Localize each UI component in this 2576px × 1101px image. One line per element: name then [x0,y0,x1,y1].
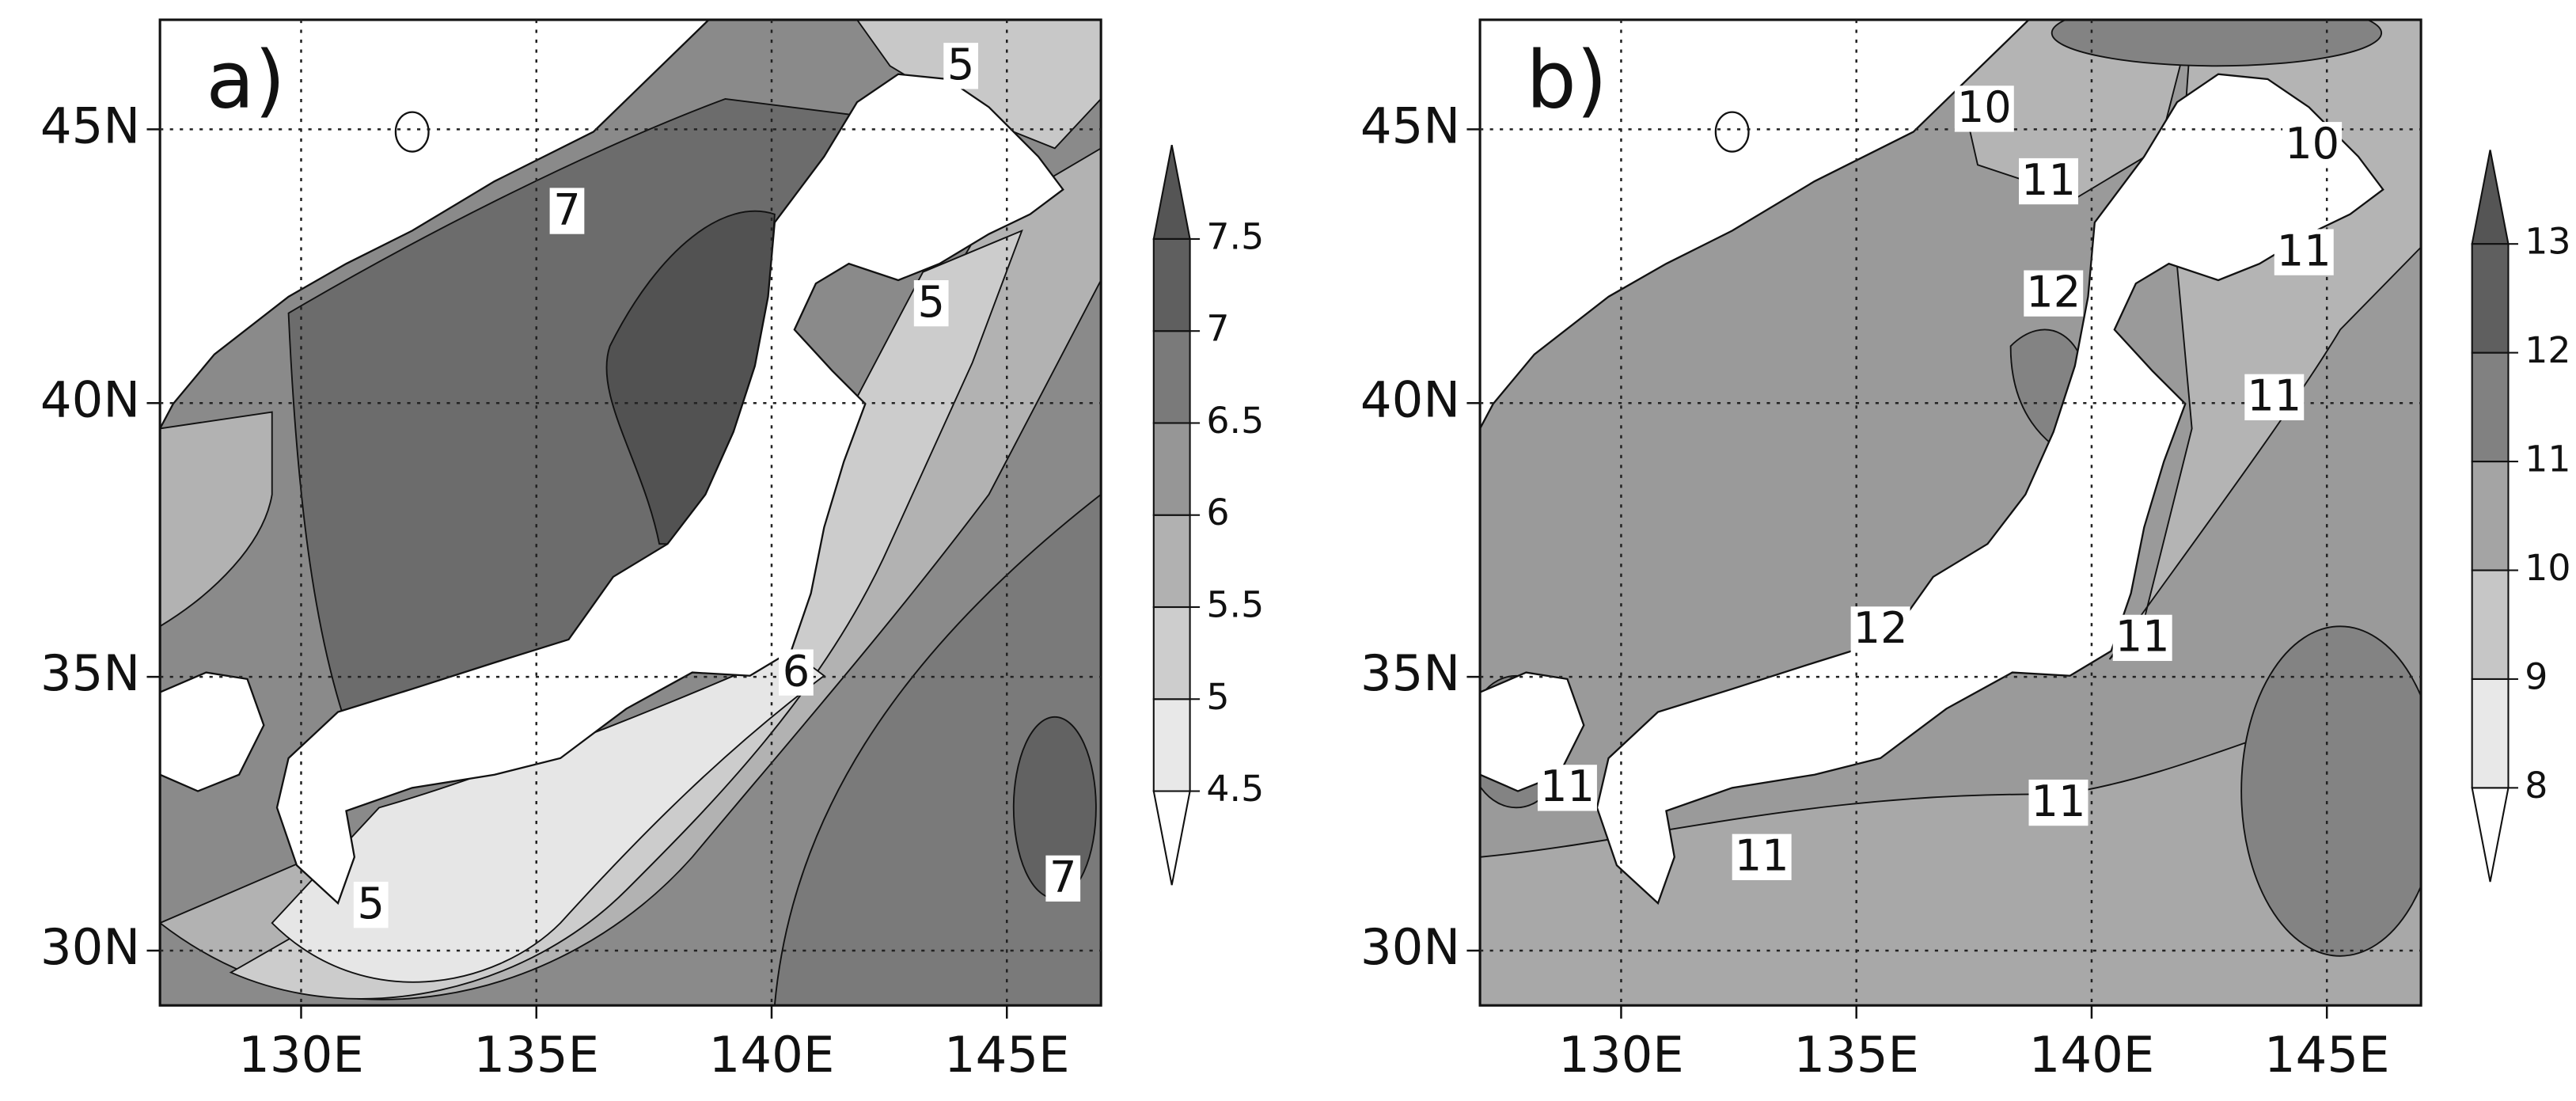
contour-label-box [2024,270,2084,317]
contour-label-box [2019,158,2078,205]
lat-tick-label: 30N [1360,918,1460,976]
contour-label: 11 [1540,761,1595,811]
colorbar-box [2471,461,2510,571]
lat-tick-label: 30N [40,918,140,976]
frame [1478,18,2422,1007]
contour-label: 7 [553,184,580,234]
lon-tick-label: 145E [944,1026,1070,1084]
contour-label: 11 [2247,371,2301,421]
colorbar-label: 7 [1206,307,1229,350]
colorbar-label: 9 [2525,655,2548,697]
lat-tick-label: 40N [40,370,140,428]
contour-label-box [549,188,585,234]
colorbar-arrow [1152,790,1191,886]
panel-label: a) [206,34,285,127]
contour-label: 6 [783,646,810,696]
lon-tick-label: 135E [1793,1026,1919,1084]
contour-label: 11 [2277,226,2331,275]
lat-tick-label: 45N [40,97,140,154]
colorbar-arrow [2471,787,2510,883]
contour-label-box [2274,229,2334,275]
lat-tick-label: 35N [40,644,140,702]
colorbar-box [2471,243,2510,354]
contour-label-box [1954,85,2014,132]
lat-tick-label: 45N [1360,97,1460,154]
contour-label-box [1045,855,1081,902]
colorbar-arrow [2471,150,2510,245]
contour-label: 7 [1049,852,1076,902]
contour-label-box [1732,833,1792,880]
panel-label: b) [1526,34,1607,127]
contour-label: 5 [917,277,944,327]
colorbar-label: 13 [2525,220,2570,263]
lon-tick-label: 145E [2264,1026,2390,1084]
contour-label: 11 [2115,612,2170,662]
contour-label-box [1537,765,1597,811]
colorbar-label: 11 [2525,438,2570,480]
lon-tick-label: 135E [473,1026,599,1084]
lon-tick-label: 130E [1558,1026,1684,1084]
colorbar-box [1152,606,1191,700]
contour-label: 5 [357,879,384,928]
colorbar-box [2471,351,2510,463]
colorbar-label: 5 [1206,675,1229,718]
lon-tick-label: 140E [709,1026,835,1084]
colorbar-label: 4.5 [1206,767,1264,810]
contour-label: 12 [2026,267,2081,317]
colorbar-label: 8 [2525,764,2548,807]
contour-label-box [913,279,949,327]
contour-label-box [2282,122,2343,169]
contour-label-box [943,43,979,89]
colorbar-box [2471,678,2510,789]
contour-label: 11 [2021,155,2076,205]
colorbar-box [1152,698,1191,792]
colorbar-box [1152,514,1191,609]
colorbar-label: 6 [1206,491,1229,533]
contour-label: 12 [1853,603,1908,653]
contour-label-box [2028,779,2088,826]
colorbar-label: 12 [2525,328,2570,371]
colorbar-label: 5.5 [1206,583,1264,625]
lon-tick-label: 140E [2029,1026,2155,1084]
contour-label: 11 [1735,831,1789,881]
contour-label-box [779,649,814,696]
contour-label: 10 [1957,82,2012,132]
contour-label-box [2244,374,2305,420]
map-a [160,19,1102,1006]
lon-tick-label: 130E [238,1026,364,1084]
colorbar-box [1152,237,1191,332]
contour-label: 5 [947,40,974,89]
contour-label: 11 [2032,776,2086,826]
map-b [1480,19,2422,1006]
colorbar-label: 6.5 [1206,399,1264,442]
colorbar-box [2471,569,2510,680]
contour-label: 10 [2285,119,2339,169]
frame [158,18,1102,1007]
colorbar-label: 10 [2525,546,2570,589]
contour-label-box [353,882,389,928]
lat-tick-label: 40N [1360,370,1460,428]
contour-label-box [2112,614,2172,662]
colorbar-box [1152,422,1191,516]
colorbar-box [1152,330,1191,424]
colorbar-arrow [1152,145,1191,240]
lat-tick-label: 35N [1360,644,1460,702]
colorbar-label: 7.5 [1206,215,1264,257]
contour-label-box [1850,606,1910,653]
